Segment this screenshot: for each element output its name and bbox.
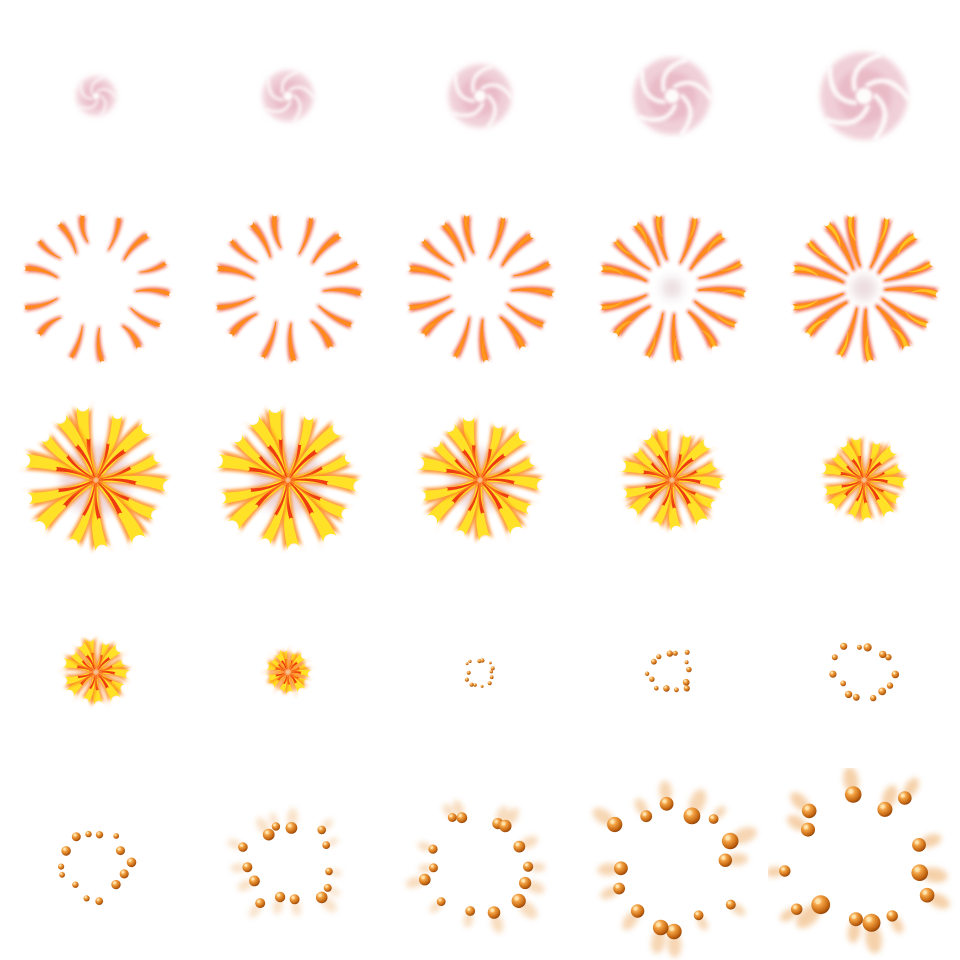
sprite-frame bbox=[384, 576, 576, 768]
sprite-frame bbox=[768, 576, 960, 768]
beads-sprite bbox=[644, 649, 692, 693]
sprite-frame bbox=[384, 192, 576, 384]
burst-sprite bbox=[261, 645, 314, 698]
burst-sprite bbox=[18, 401, 173, 554]
streaks-sprite bbox=[405, 212, 557, 365]
sprite-frame bbox=[0, 576, 192, 768]
beads-sprite bbox=[768, 768, 950, 954]
beads-sprite bbox=[405, 800, 546, 934]
sprite-frame bbox=[768, 192, 960, 384]
streaks-sprite bbox=[213, 212, 365, 365]
swirl-sprite bbox=[262, 70, 315, 122]
sprite-frame bbox=[192, 768, 384, 960]
sprite-frame bbox=[192, 384, 384, 576]
swirl-sprite bbox=[633, 57, 713, 136]
sprite-frame bbox=[576, 384, 768, 576]
sprite-frame bbox=[0, 768, 192, 960]
burst-sprite bbox=[615, 423, 727, 534]
beads-sprite bbox=[592, 780, 757, 958]
sprite-frame bbox=[384, 384, 576, 576]
burst-sprite bbox=[212, 403, 363, 553]
sprite-frame bbox=[192, 576, 384, 768]
sprite-frame bbox=[192, 192, 384, 384]
beads-sprite bbox=[829, 642, 900, 702]
sprite-frame bbox=[576, 576, 768, 768]
streaks-sprite bbox=[788, 212, 941, 365]
burst-sprite bbox=[413, 412, 546, 544]
sprite-frame bbox=[0, 192, 192, 384]
sprite-frame bbox=[192, 0, 384, 192]
sprite-frame bbox=[768, 384, 960, 576]
beads-sprite bbox=[58, 830, 137, 905]
sprite-frame bbox=[0, 0, 192, 192]
beads-sprite bbox=[227, 808, 342, 918]
swirl-sprite bbox=[76, 76, 117, 117]
beads-sprite bbox=[464, 658, 495, 688]
sprite-frame bbox=[384, 768, 576, 960]
streaks-sprite bbox=[21, 212, 173, 365]
sprite-frame bbox=[0, 384, 192, 576]
sprite-frame bbox=[384, 0, 576, 192]
streaks-sprite bbox=[597, 212, 749, 365]
sprite-frame bbox=[576, 0, 768, 192]
burst-sprite bbox=[58, 633, 133, 708]
sprite-frame bbox=[768, 768, 960, 960]
sprite-frame bbox=[768, 0, 960, 192]
sprite-frame bbox=[576, 768, 768, 960]
burst-sprite bbox=[816, 432, 910, 525]
swirl-sprite bbox=[820, 52, 911, 141]
sprite-frame bbox=[576, 192, 768, 384]
swirl-sprite bbox=[448, 64, 514, 129]
